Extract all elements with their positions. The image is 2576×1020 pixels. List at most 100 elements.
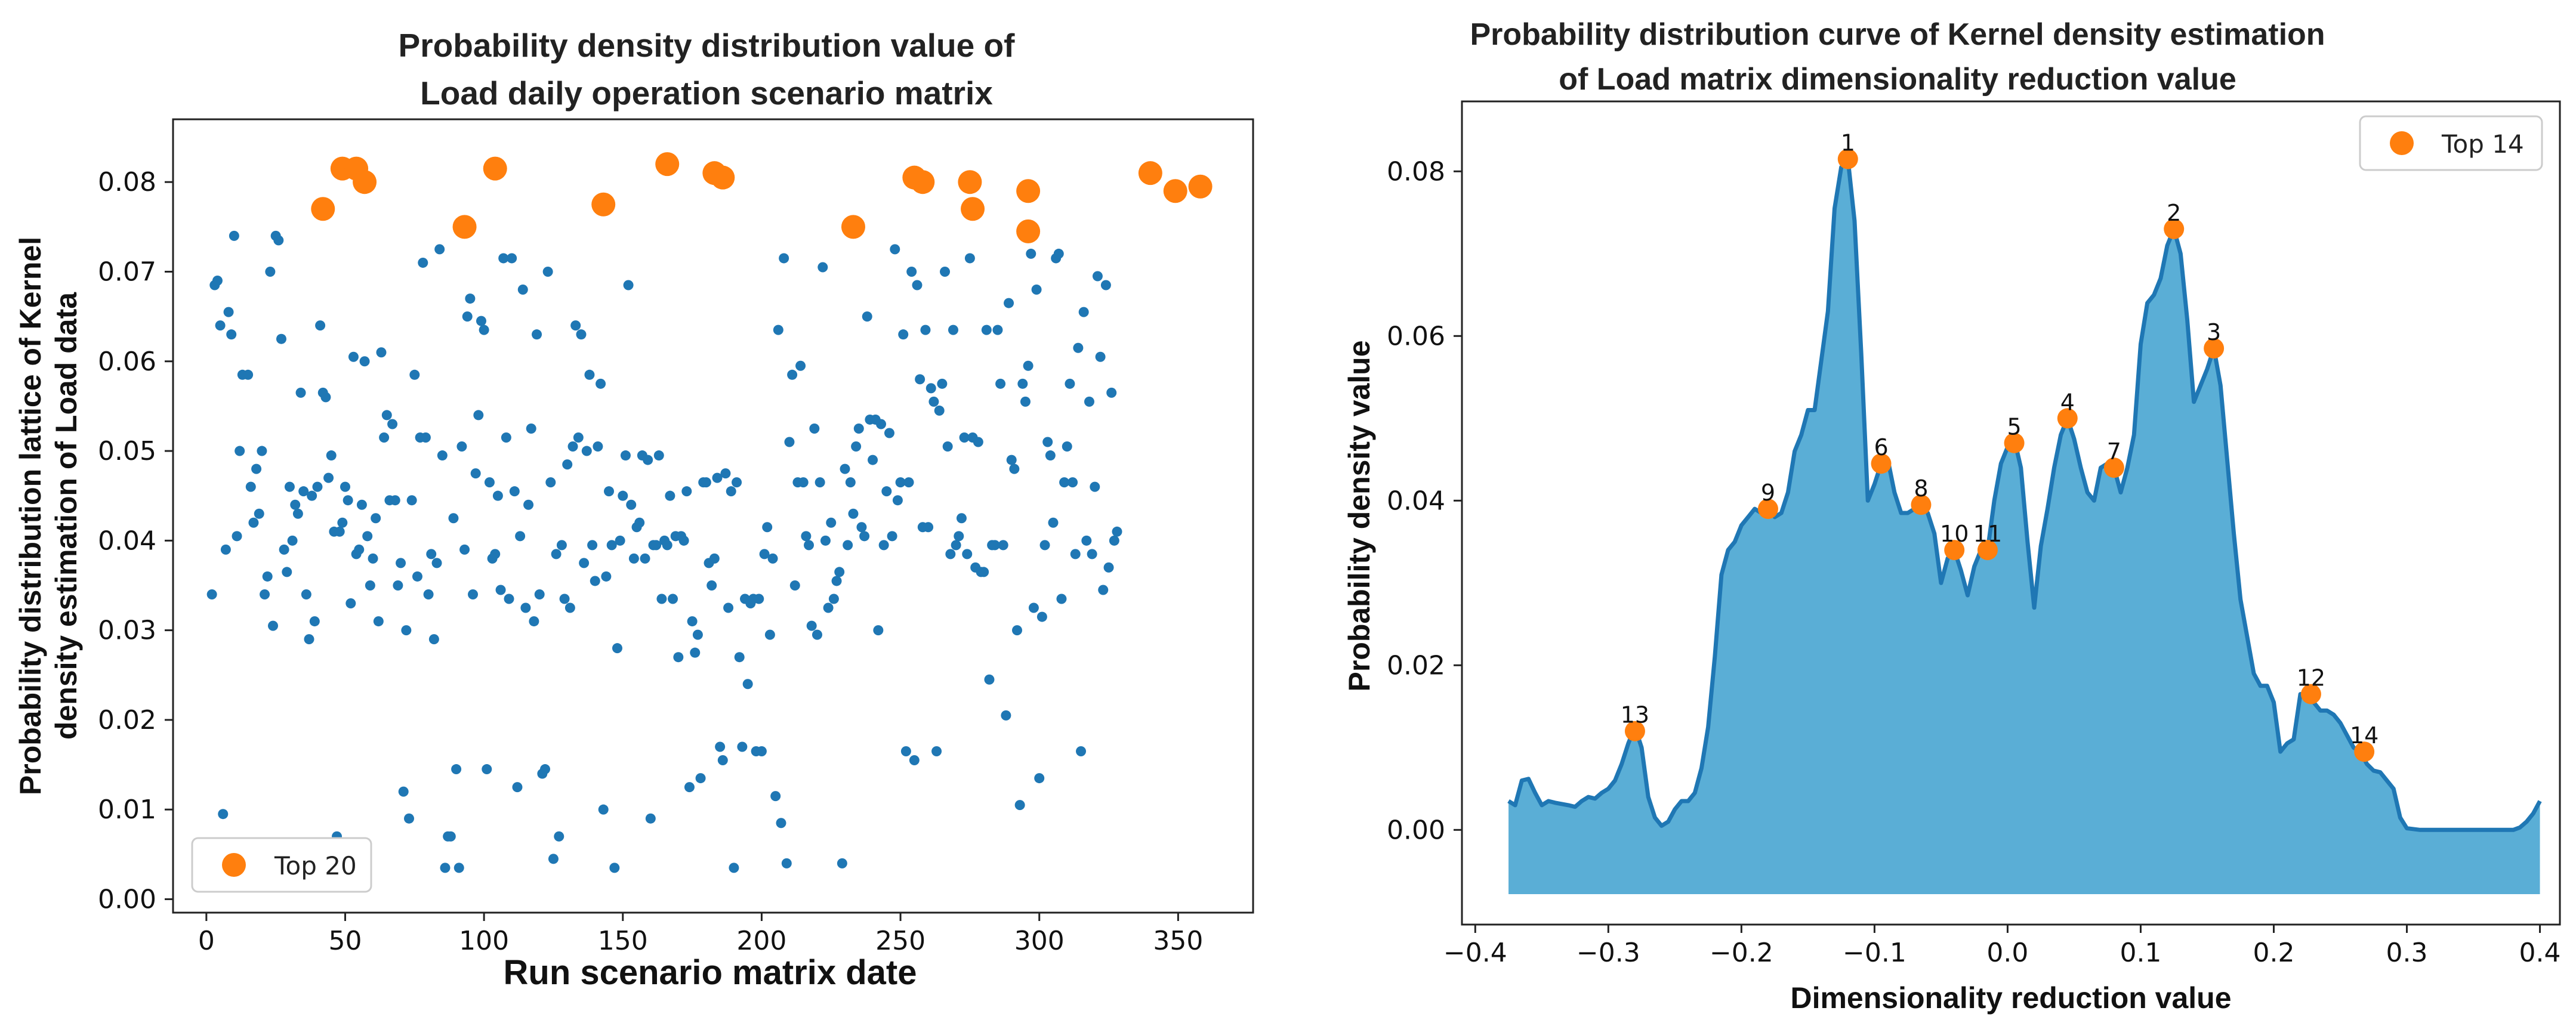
scatter-point: [656, 594, 667, 604]
scatter-point: [279, 544, 289, 555]
scatter-top-point: [961, 197, 985, 221]
scatter-point: [856, 522, 867, 533]
scatter-point: [298, 486, 309, 497]
scatter-top-point: [311, 197, 335, 221]
scatter-xlabel: Run scenario matrix date: [504, 953, 917, 992]
scatter-point: [428, 634, 439, 645]
scatter-point: [1109, 535, 1119, 546]
scatter-point: [651, 540, 662, 551]
scatter-point: [473, 410, 484, 421]
scatter-point: [254, 508, 264, 519]
scatter-point: [723, 602, 734, 613]
scatter-point: [573, 432, 584, 443]
scatter-point: [340, 481, 350, 492]
scatter-top-point: [1188, 174, 1213, 199]
scatter-point: [692, 629, 703, 640]
scatter-point: [1036, 611, 1047, 622]
scatter-point: [820, 535, 831, 546]
scatter-ytick-label: 0.05: [98, 436, 156, 466]
scatter-point: [326, 450, 337, 461]
scatter-point: [948, 324, 958, 335]
kde-peak-label: 14: [2350, 722, 2378, 749]
scatter-points: [206, 230, 1122, 873]
scatter-point: [373, 616, 384, 627]
scatter-point: [862, 311, 872, 322]
scatter-point: [596, 378, 606, 389]
scatter-point: [715, 741, 726, 752]
scatter-point: [964, 253, 975, 264]
kde-peak-label: 2: [2167, 200, 2181, 226]
kde-peak-marker: [1944, 540, 1965, 561]
scatter-point: [465, 293, 476, 304]
scatter-title-line-1: Probability density distribution value o…: [399, 27, 1016, 64]
scatter-point: [1006, 455, 1017, 465]
scatter-point: [831, 576, 842, 586]
scatter-point: [501, 432, 511, 443]
scatter-point: [937, 378, 948, 389]
kde-peak-label: 6: [1874, 434, 1888, 460]
scatter-point: [717, 755, 728, 766]
kde-legend-marker: [2390, 131, 2414, 155]
scatter-point: [973, 437, 983, 447]
scatter-point: [951, 540, 961, 551]
scatter-point: [567, 441, 578, 452]
scatter-point: [900, 746, 911, 756]
scatter-point: [640, 553, 650, 564]
scatter-point: [529, 616, 539, 627]
kde-xtick-label: 0.0: [1986, 938, 2028, 968]
scatter-top-points: [311, 152, 1213, 243]
scatter-point: [709, 553, 720, 564]
kde-peak-marker: [2103, 458, 2124, 478]
scatter-point: [687, 616, 698, 627]
scatter-point: [359, 356, 370, 367]
scatter-top-point: [452, 215, 477, 239]
scatter-point: [779, 253, 789, 264]
scatter-point: [523, 499, 534, 510]
scatter-point: [742, 679, 753, 690]
scatter-point: [476, 316, 486, 326]
scatter-point: [365, 580, 375, 591]
scatter-ytick-label: 0.01: [98, 795, 156, 825]
kde-peak-label: 8: [1914, 475, 1928, 502]
scatter-point: [343, 495, 353, 506]
kde-xtick-label: −0.3: [1577, 938, 1640, 968]
scatter-point: [437, 450, 448, 461]
scatter-top-point: [711, 165, 735, 190]
scatter-point: [942, 441, 953, 452]
scatter-point: [371, 513, 381, 524]
scatter-top-point: [1163, 179, 1187, 203]
scatter-point: [290, 499, 301, 510]
scatter-point: [559, 594, 570, 604]
scatter-legend-box: [191, 837, 372, 893]
scatter-point: [598, 804, 609, 815]
scatter-point: [612, 643, 622, 654]
scatter-point: [226, 329, 237, 340]
scatter-point: [848, 508, 859, 519]
scatter-point: [828, 594, 839, 604]
scatter-top-point: [591, 192, 616, 217]
scatter-point: [754, 594, 764, 604]
kde-peak-label: 12: [2297, 665, 2325, 691]
scatter-point: [925, 383, 936, 394]
scatter-point: [257, 446, 267, 456]
scatter-point: [1081, 535, 1092, 546]
scatter-ytick-label: 0.04: [98, 526, 156, 556]
kde-peak-label: 10: [1940, 521, 1969, 547]
scatter-point: [898, 329, 909, 340]
scatter-point: [479, 324, 489, 335]
scatter-point: [576, 329, 587, 340]
kde-xtick-label: −0.2: [1710, 938, 1773, 968]
scatter-point: [634, 517, 645, 528]
scatter-point: [979, 567, 989, 577]
scatter-point: [665, 490, 675, 501]
scatter-point: [895, 477, 906, 488]
scatter-point: [940, 266, 951, 277]
scatter-point: [984, 674, 995, 685]
scatter-point: [732, 477, 742, 488]
scatter-point: [878, 540, 889, 551]
scatter-point: [981, 324, 992, 335]
scatter-point: [454, 863, 464, 873]
scatter-point: [468, 589, 479, 599]
scatter-point: [837, 858, 847, 868]
kde-xlabel: Dimensionality reduction value: [1790, 981, 2231, 1015]
